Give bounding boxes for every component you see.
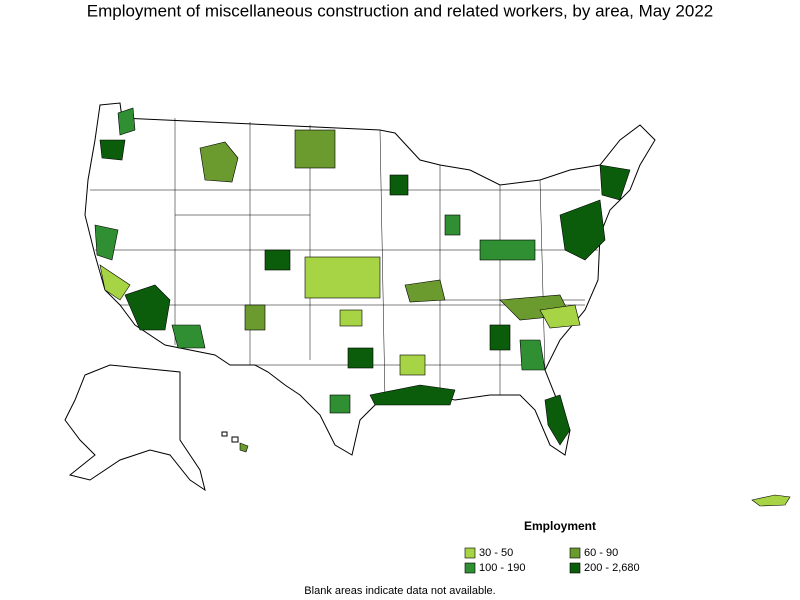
map-area [329, 394, 351, 414]
map-area [239, 442, 249, 453]
map-area [489, 324, 511, 351]
map-area [347, 347, 374, 369]
map-area [99, 139, 126, 161]
map-area [199, 141, 239, 183]
map-area [171, 324, 206, 349]
map-area [479, 239, 536, 261]
hawaii [221, 431, 249, 453]
map-area [264, 249, 291, 271]
map-area [399, 354, 426, 376]
legend-label: 100 - 190 [479, 562, 525, 574]
puerto-rico [751, 494, 791, 507]
map-area [294, 129, 336, 169]
map-area [539, 304, 581, 329]
legend: Employment 30 - 50 60 - 90 100 - 190 200 - … [464, 519, 640, 574]
map-area [94, 224, 119, 261]
map-area [404, 279, 446, 303]
legend-label: 30 - 50 [479, 547, 513, 559]
map-area [369, 384, 456, 406]
legend-swatch [464, 562, 476, 574]
areas [94, 107, 631, 446]
map-area [244, 304, 266, 331]
legend-label: 60 - 90 [584, 547, 618, 559]
map-area [544, 394, 571, 446]
map-area [444, 214, 461, 236]
map-area [304, 256, 381, 299]
map-area [599, 164, 631, 201]
footnote: Blank areas indicate data not available. [304, 585, 495, 597]
map-area [389, 174, 409, 196]
map-area [339, 309, 363, 327]
map-area [117, 107, 136, 136]
title: Employment of miscellaneous construction… [87, 1, 713, 20]
legend-swatch [569, 562, 581, 574]
alaska [64, 364, 206, 492]
legend-swatch [464, 547, 476, 559]
legend-items: 30 - 50 60 - 90 100 - 190 200 - 2,680 [464, 547, 640, 574]
legend-title: Employment [524, 519, 596, 533]
map-area [124, 284, 171, 331]
map-area [99, 264, 131, 301]
map [64, 102, 791, 507]
legend-swatch [569, 547, 581, 559]
map-area [519, 339, 546, 371]
legend-label: 200 - 2,680 [584, 562, 640, 574]
map-area [559, 199, 606, 261]
